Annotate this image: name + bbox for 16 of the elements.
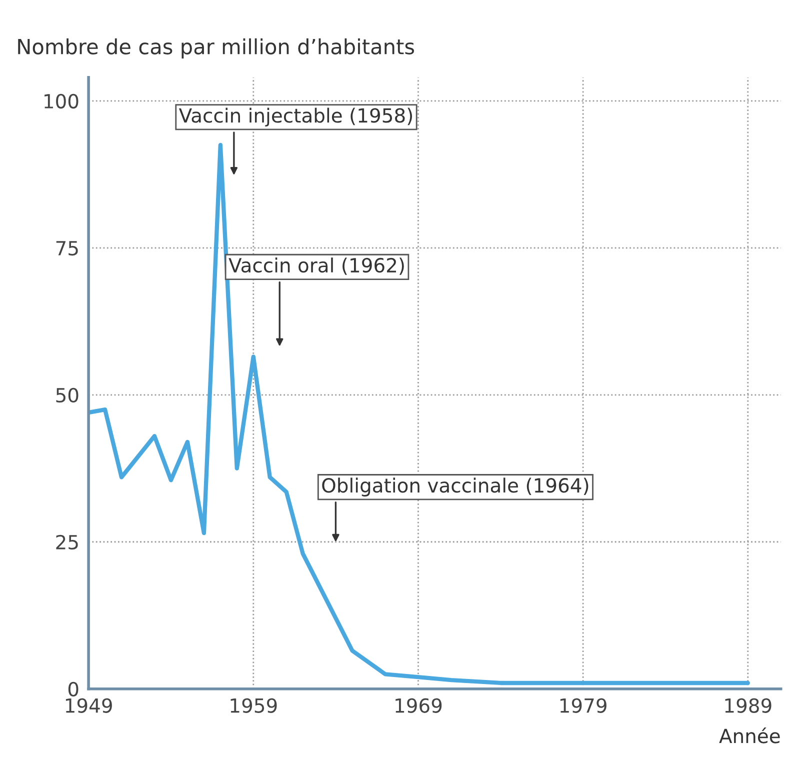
x-tick-label: 1989 bbox=[725, 698, 772, 713]
y-axis-title: Nombre de cas par million d’habitants bbox=[18, 38, 414, 59]
y-tick-label: 75 bbox=[56, 241, 78, 256]
y-tick-label: 25 bbox=[56, 534, 78, 550]
x-tick-label: 1979 bbox=[560, 698, 606, 713]
x-tick-label: 1969 bbox=[396, 698, 442, 713]
line-series bbox=[88, 142, 750, 686]
x-axis-title: Année bbox=[719, 727, 780, 744]
x-tick-label: 1949 bbox=[66, 698, 112, 713]
annotation: Obligation vaccinale (1964) bbox=[322, 478, 588, 496]
annotation: Vaccin oral (1962) bbox=[228, 258, 404, 275]
y-tick-label: 0 bbox=[68, 682, 78, 697]
x-tick-label: 1959 bbox=[230, 698, 277, 713]
y-tick-label: 50 bbox=[56, 388, 78, 403]
annotation: Vaccin injectable (1958) bbox=[178, 108, 412, 127]
y-tick-label: 100 bbox=[44, 94, 78, 109]
